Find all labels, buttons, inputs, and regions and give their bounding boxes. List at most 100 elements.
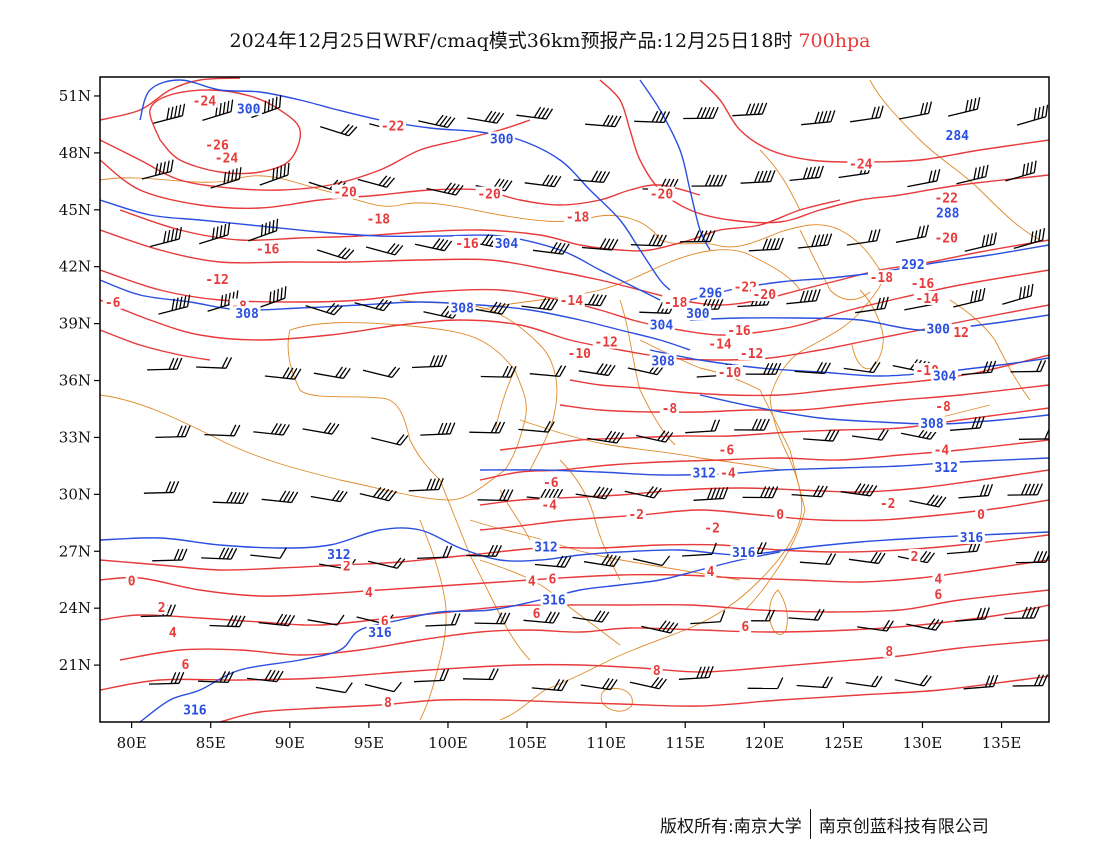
wind-barb	[578, 363, 616, 377]
wind-barb	[469, 421, 506, 434]
xinjiang-inner-boundary	[287, 329, 441, 481]
lon-tick-label: 100E	[428, 734, 468, 752]
gph-label-bg	[690, 465, 718, 480]
wind-barb	[362, 366, 401, 379]
gph-label-bg	[233, 306, 261, 321]
lat-tick-label: 33N	[59, 428, 91, 446]
temp-label: -6	[719, 444, 735, 459]
wind-barb	[247, 669, 284, 683]
temp-label-bg	[453, 235, 481, 250]
temp-label-bg	[913, 290, 941, 305]
isotherm	[599, 79, 1049, 224]
lon-tick-label: 125E	[824, 734, 864, 752]
wind-barb	[307, 614, 345, 626]
wind-barb	[534, 555, 572, 568]
gph-label: 284	[946, 129, 970, 144]
temp-label-bg	[931, 442, 952, 457]
wind-barb	[259, 162, 290, 186]
temp-label-bg	[774, 507, 786, 522]
temp-label: -4	[541, 499, 557, 514]
wind-barb	[680, 230, 716, 243]
lon-tick-label: 80E	[117, 734, 147, 752]
wind-barb	[745, 362, 782, 375]
temp-label-bg	[530, 605, 543, 620]
gph-label: 300	[927, 322, 951, 337]
wind-barb	[1005, 160, 1037, 182]
temp-label-bg	[179, 657, 192, 672]
temp-label: -20	[753, 288, 777, 303]
temp-label: -4	[934, 444, 950, 459]
lat-tick-label: 21N	[59, 656, 91, 674]
wind-barb	[143, 481, 180, 494]
wind-barb	[894, 674, 932, 687]
temp-label-bg	[725, 323, 753, 338]
wind-barb	[425, 613, 461, 627]
northern-border	[869, 79, 1041, 241]
wind-barb	[855, 296, 889, 314]
wind-barb	[909, 494, 947, 508]
temp-label: -10	[718, 366, 742, 381]
gph-label-bg	[649, 353, 677, 368]
wind-barb	[152, 548, 188, 562]
wind-barb	[572, 610, 610, 623]
height-contour	[479, 457, 1049, 476]
gph-label: 316	[960, 531, 984, 546]
temp-label: -22	[934, 191, 957, 206]
gph-label-bg	[697, 285, 724, 300]
gph-label-bg	[532, 539, 560, 554]
wind-barb	[580, 677, 618, 691]
temp-label: -12	[594, 336, 617, 351]
wind-barb	[1015, 550, 1049, 564]
temp-label: 4	[528, 575, 536, 590]
temp-label-bg	[564, 209, 592, 224]
temp-label-bg	[716, 442, 736, 457]
wind-barb	[683, 106, 719, 120]
wind-barb	[198, 670, 235, 684]
gph-label-bg	[958, 529, 985, 544]
korea-outline	[851, 289, 884, 370]
wind-barb	[302, 422, 340, 435]
wind-barb	[153, 103, 186, 124]
temp-label: -8	[935, 400, 951, 415]
east-coast-boundary	[744, 389, 806, 611]
temp-label: -8	[662, 402, 678, 417]
temp-label-bg	[340, 558, 353, 573]
wind-barb	[1002, 283, 1034, 305]
wind-barb	[521, 297, 559, 311]
gph-label: 288	[936, 207, 960, 222]
tibet-boundary	[100, 369, 527, 501]
wind-barb	[895, 224, 929, 243]
wind-barb	[467, 110, 505, 124]
isotherm	[100, 119, 531, 191]
wind-barb	[964, 232, 997, 252]
wind-barb	[155, 425, 191, 439]
lon-tick-label: 120E	[745, 734, 785, 752]
gph-label: 300	[237, 102, 261, 117]
wind-barb	[788, 608, 825, 621]
wind-barb	[955, 607, 990, 622]
temp-label-bg	[908, 548, 921, 563]
temp-label-bg	[364, 211, 392, 226]
wind-barb	[636, 430, 674, 443]
gph-label: 300	[686, 307, 710, 322]
wind-barb	[573, 170, 611, 184]
footer-separator	[809, 809, 811, 839]
wind-barb	[786, 289, 821, 305]
temp-label-bg	[254, 241, 282, 256]
wind-barb	[797, 233, 833, 249]
title-main: 2024年12月25日WRF/cmaq模式36km预报产品:12月25日18时	[229, 30, 793, 52]
southwest-boundary	[439, 479, 531, 661]
gph-label: 316	[732, 546, 756, 561]
wind-barb	[359, 487, 397, 502]
temp-label: -2	[880, 497, 896, 512]
wind-barb	[634, 110, 671, 124]
wind-barb	[313, 366, 351, 379]
temp-label-bg	[557, 292, 585, 307]
isotherm	[100, 299, 1049, 361]
temp-label-bg	[546, 571, 559, 586]
isotherm	[699, 79, 1049, 163]
wind-barb	[693, 486, 729, 501]
wind-barb	[682, 542, 717, 557]
wind-barb	[796, 676, 833, 689]
